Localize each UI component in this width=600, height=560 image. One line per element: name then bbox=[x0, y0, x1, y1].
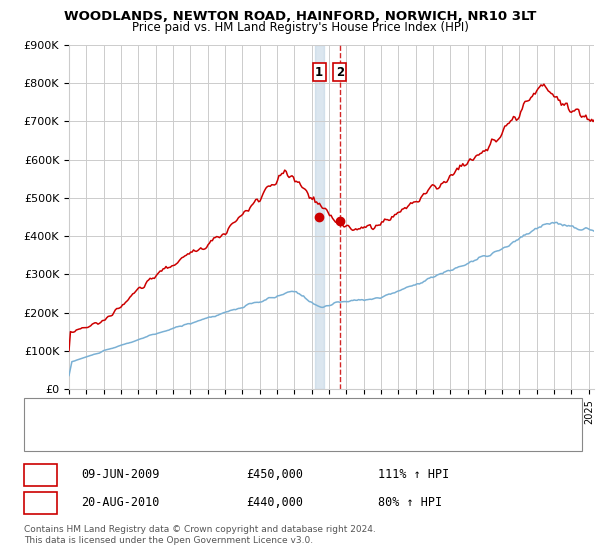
Text: 2: 2 bbox=[36, 496, 44, 510]
Text: WOODLANDS, NEWTON ROAD, HAINFORD, NORWICH, NR10 3LT (detached house): WOODLANDS, NEWTON ROAD, HAINFORD, NORWIC… bbox=[81, 408, 508, 418]
Text: 111% ↑ HPI: 111% ↑ HPI bbox=[378, 468, 449, 482]
Text: 2: 2 bbox=[336, 66, 344, 79]
Text: £450,000: £450,000 bbox=[246, 468, 303, 482]
Text: ——: —— bbox=[39, 429, 67, 443]
Bar bbox=[315, 45, 323, 389]
Text: HPI: Average price, detached house, Broadland: HPI: Average price, detached house, Broa… bbox=[81, 431, 327, 441]
Text: 1: 1 bbox=[36, 468, 44, 482]
Text: 20-AUG-2010: 20-AUG-2010 bbox=[81, 496, 160, 510]
Text: Contains HM Land Registry data © Crown copyright and database right 2024.
This d: Contains HM Land Registry data © Crown c… bbox=[24, 525, 376, 545]
Text: ——: —— bbox=[39, 405, 67, 419]
Text: 80% ↑ HPI: 80% ↑ HPI bbox=[378, 496, 442, 510]
Text: £440,000: £440,000 bbox=[246, 496, 303, 510]
Text: 09-JUN-2009: 09-JUN-2009 bbox=[81, 468, 160, 482]
Text: 1: 1 bbox=[315, 66, 323, 79]
Text: WOODLANDS, NEWTON ROAD, HAINFORD, NORWICH, NR10 3LT: WOODLANDS, NEWTON ROAD, HAINFORD, NORWIC… bbox=[64, 10, 536, 22]
Text: Price paid vs. HM Land Registry's House Price Index (HPI): Price paid vs. HM Land Registry's House … bbox=[131, 21, 469, 34]
